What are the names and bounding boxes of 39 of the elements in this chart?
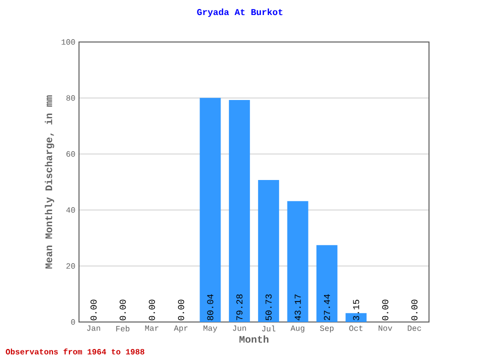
data-label: 79.28	[236, 294, 242, 320]
x-tick-label: Aug	[290, 326, 304, 332]
x-tick-label: Jul	[262, 326, 276, 332]
data-label: 27.44	[324, 294, 330, 320]
data-label: 3.15	[353, 300, 360, 320]
bar	[287, 201, 308, 322]
x-tick-label: Dec	[408, 326, 422, 331]
x-axis-title: Month	[239, 335, 268, 343]
y-axis-title: Mean Monthly Discharge, in mm	[44, 95, 54, 269]
data-label: 0.00	[90, 300, 97, 320]
bar	[258, 180, 280, 322]
y-tick-label: 20	[66, 263, 75, 269]
y-tick-label: 60	[66, 151, 75, 157]
data-label: 0.00	[120, 300, 126, 320]
x-tick-label: May	[204, 326, 218, 332]
text: Observatons from 1964 to 1988	[6, 348, 144, 354]
x-tick-label: Feb	[116, 326, 130, 332]
x-tick-label: Apr	[174, 326, 188, 332]
y-tick-label: 80	[66, 95, 75, 101]
data-label: 50.73	[266, 294, 272, 320]
bar	[228, 100, 250, 322]
x-tick-label: Sep	[320, 326, 334, 333]
x-tick-label: Nov	[378, 326, 392, 331]
bar	[316, 245, 338, 322]
x-tick-label: Mar	[145, 326, 158, 331]
bar	[200, 98, 221, 322]
y-tick-label: 100	[62, 39, 75, 45]
chart-title: Gryada At Burkot	[197, 8, 282, 17]
data-label: 0.00	[382, 300, 388, 320]
y-tick-label: 0	[71, 319, 75, 325]
data-label: 80.04	[207, 294, 214, 320]
x-tick-label: Jun	[232, 326, 246, 331]
y-tick-label: 40	[66, 207, 75, 213]
data-label: 0.00	[411, 300, 418, 320]
data-label: 0.00	[178, 300, 184, 320]
x-tick-label: Oct	[349, 326, 362, 331]
data-label: 43.17	[294, 294, 301, 320]
data-label: 0.00	[148, 300, 155, 320]
x-tick-label: Jan	[87, 326, 100, 331]
